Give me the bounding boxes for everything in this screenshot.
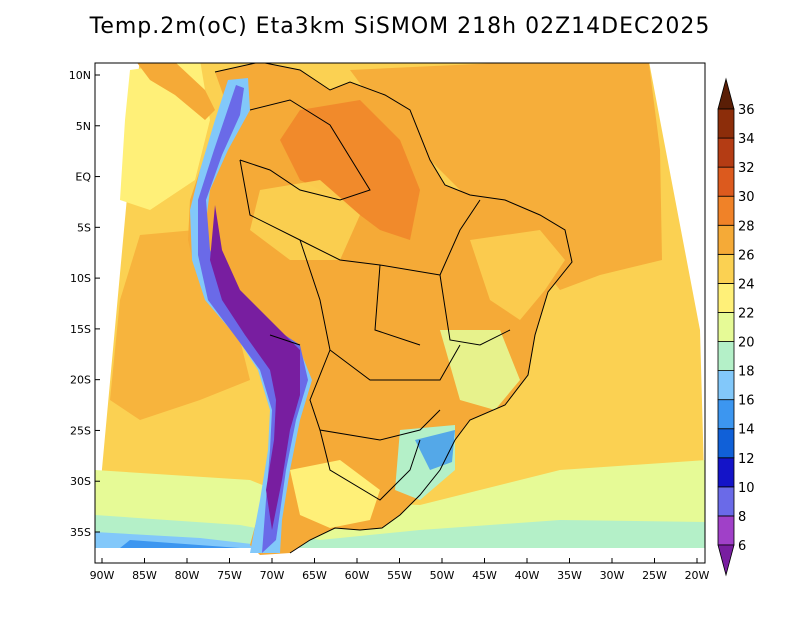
lon-label: 90W [90,569,115,582]
colorbar-upper-arrow [717,77,735,110]
colorbar-label: 8 [738,510,746,525]
colorbar-label: 6 [738,539,746,554]
colorbar: 6 8 10 12 14 16 18 20 22 24 26 28 30 32 34 36 [717,77,755,577]
lon-label: 40W [515,569,540,582]
colorbar-segment [717,224,735,255]
colorbar-segment [717,195,735,226]
lon-label: 80W [175,569,200,582]
lat-label: 5N [76,120,91,133]
colorbar-segment [717,312,735,342]
lat-label: 5S [77,221,91,234]
colorbar-segment [717,486,735,517]
lon-label: 50W [430,569,455,582]
interior-yellow-region [250,180,360,260]
lon-label: 45W [472,569,497,582]
colorbar-label: 34 [738,132,755,147]
lat-label: 10S [70,272,91,285]
lon-label: 25W [642,569,667,582]
lon-label: 20W [685,569,710,582]
map-title: Temp.2m(oC) Eta3km SiSMOM 218h 02Z14DEC2… [89,14,711,39]
colorbar-label: 10 [738,481,755,496]
lat-label: 35S [70,526,91,539]
longitude-labels: 90W 85W 80W 75W 70W 65W 60W 55W 50W 45W 40W 35W 30W 2… [90,558,710,582]
lat-label: 15S [70,323,91,336]
country-borders [214,63,573,554]
colorbar-label: 20 [738,336,755,351]
andes-inner [210,205,300,530]
southeast-green-region [440,330,520,410]
colorbar-label: 28 [738,219,755,234]
colorbar-label: 36 [738,103,755,118]
colorbar-label: 30 [738,190,755,205]
northeast-yellow-region [470,230,565,320]
colorbar-segment [717,166,735,197]
lon-label: 65W [302,569,327,582]
colorbar-segment [717,370,735,401]
warm-ocean-east [350,63,662,290]
interior-hot-region [280,100,420,240]
colorbar-label: 12 [738,452,755,467]
lat-label: 25S [70,424,91,437]
colorbar-label: 26 [738,248,755,263]
colorbar-segment [717,428,735,459]
colorbar-segment [717,399,735,430]
lon-label: 30W [600,569,625,582]
lat-label: 10N [69,69,91,82]
map-domain [95,63,705,555]
colorbar-label: 22 [738,306,755,321]
colorbar-label: 14 [738,423,755,438]
colorbar-segment [717,282,735,313]
patagonia-region [290,460,380,528]
colorbar-label: 32 [738,161,755,176]
lon-label: 55W [387,569,412,582]
lon-label: 85W [132,569,157,582]
lon-label: 35W [557,569,582,582]
central-america [137,63,215,120]
lon-label: 70W [260,569,285,582]
colorbar-segment [717,457,735,488]
lat-label: 20S [70,374,91,387]
colorbar-segment [717,137,735,168]
colorbar-segment [717,515,735,546]
lat-label: EQ [75,171,91,184]
cool-band-south-4 [120,540,240,548]
colorbar-segment [717,341,735,371]
colorbar-label: 18 [738,365,755,380]
colorbar-segment [717,108,735,139]
colorbar-label: 24 [738,277,755,292]
cool-band-south-2 [95,515,705,548]
lon-label: 60W [345,569,370,582]
latitude-labels: 10N 5N EQ 5S 10S 15S 20S 25S 30S 35S [69,69,100,539]
colorbar-segment [717,253,735,284]
lon-label: 75W [217,569,242,582]
colorbar-label: 16 [738,394,755,409]
lat-label: 30S [70,475,91,488]
colorbar-lower-arrow [717,544,735,577]
